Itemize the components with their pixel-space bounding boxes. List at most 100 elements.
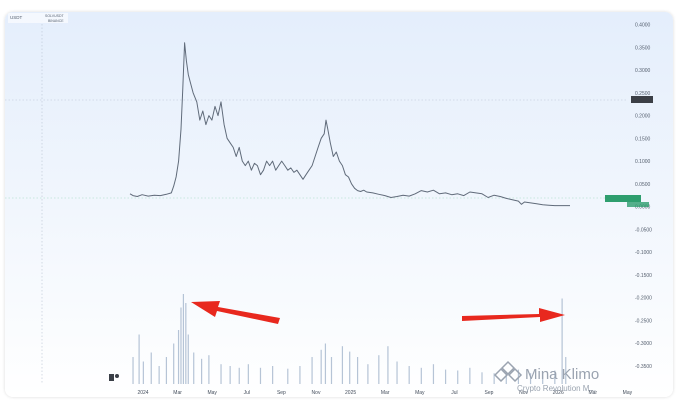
- crosshair-price-tag: [631, 96, 653, 103]
- last-price-tag: [605, 195, 641, 202]
- chart-frame: USDT SOLVUSDT BINANCE 0.4000 0.3500 0.3000…: [5, 12, 673, 397]
- volume-bar: [299, 366, 301, 384]
- y-tick-label: 0.1500: [635, 136, 651, 142]
- countdown-tag: [627, 202, 649, 207]
- volume-bar: [201, 358, 203, 384]
- price-series-line: [129, 42, 570, 207]
- binance-square-logo-icon: [493, 360, 523, 383]
- volume-bar: [185, 303, 187, 384]
- x-tick-label: Jul: [244, 390, 250, 396]
- y-tick-label: -0.2000: [635, 296, 652, 302]
- x-tick-label: 2026: [553, 390, 564, 396]
- volume-bar: [229, 366, 231, 384]
- volume-bar: [287, 368, 289, 384]
- x-tick-label: May: [415, 390, 425, 396]
- y-tick-label: 0.1000: [635, 159, 651, 165]
- watermark-sub: Crypto Revolution M...: [517, 384, 596, 393]
- y-tick-label: 0.2000: [635, 114, 651, 120]
- volume-bar: [396, 361, 398, 384]
- volume-bar: [408, 366, 410, 384]
- volume-bar: [320, 349, 322, 384]
- header-info-line1: SOLVUSDT: [45, 14, 64, 18]
- y-tick-label: -0.0500: [635, 227, 652, 233]
- volume-bar: [180, 307, 182, 384]
- volume-bar: [173, 343, 175, 384]
- volume-bar: [165, 357, 168, 384]
- volume-bar: [158, 366, 160, 384]
- x-tick-label: Nov: [312, 390, 321, 396]
- watermark: Mina Klimo Crypto Revolution M...: [493, 360, 599, 393]
- volume-bar: [220, 364, 222, 384]
- arrow-left-icon: [191, 301, 280, 324]
- x-tick-label: May: [623, 390, 633, 396]
- volume-bar: [330, 357, 333, 384]
- volume-bar: [356, 357, 359, 384]
- volume-bar: [259, 367, 262, 384]
- x-tick-label: Mar: [588, 390, 597, 396]
- volume-bar: [142, 361, 144, 384]
- volume-bar: [208, 355, 210, 384]
- volume-bar: [387, 346, 389, 384]
- volume-bar: [247, 364, 249, 384]
- x-tick-label: Jul: [451, 390, 457, 396]
- price-layer: [129, 42, 570, 207]
- y-tick-label: 0.3000: [635, 68, 651, 74]
- x-tick-label: May: [207, 390, 217, 396]
- volume-bar: [341, 346, 344, 384]
- y-axis: 0.4000 0.3500 0.3000 0.2500 0.2000 0.1500 0.10…: [635, 23, 652, 370]
- y-tick-label: -0.3500: [635, 364, 652, 370]
- volume-bar: [457, 370, 459, 384]
- volume-bar: [481, 372, 483, 384]
- volume-bar: [378, 355, 380, 384]
- y-tick-label: -0.2500: [635, 318, 652, 324]
- volume-bar: [469, 367, 471, 384]
- volume-bar: [542, 372, 544, 384]
- y-tick-label: -0.3000: [635, 341, 652, 347]
- x-tick-label: 2025: [345, 390, 356, 396]
- volume-bar: [349, 351, 351, 384]
- volume-bar: [367, 364, 369, 384]
- header-info-line2: BINANCE: [48, 19, 64, 23]
- volume-bar: [193, 352, 195, 384]
- volume-layer: [132, 294, 567, 384]
- y-tick-label: 0.4000: [635, 23, 651, 29]
- x-tick-label: 2024: [137, 390, 148, 396]
- arrow-right-icon: [462, 308, 565, 322]
- volume-bar: [565, 357, 567, 384]
- tradingview-logo-icon: [109, 374, 119, 381]
- y-tick-label: 0.3500: [635, 45, 651, 51]
- volume-bar: [529, 373, 532, 384]
- y-tick-label: 0.0500: [635, 182, 651, 188]
- volume-bar: [311, 357, 313, 384]
- y-tick-label: 0.0000: [635, 205, 651, 211]
- header-symbol: USDT: [10, 15, 23, 20]
- volume-bar: [238, 367, 240, 384]
- volume-bar: [177, 330, 180, 384]
- volume-bar: [554, 370, 556, 384]
- volume-bar: [505, 373, 507, 384]
- x-tick-label: Sep: [485, 390, 494, 396]
- volume-bar: [132, 357, 134, 384]
- x-tick-label: Sep: [277, 390, 286, 396]
- y-tick-label: -0.1000: [635, 250, 652, 256]
- x-axis: 2024 Mar May Jul Sep Nov 2025 Mar May Jul Sep Nov 20…: [137, 390, 632, 396]
- volume-bar: [187, 334, 189, 384]
- watermark-name: Mina Klimo: [525, 366, 599, 383]
- volume-bar: [420, 367, 422, 384]
- y-tick-label: 0.2500: [635, 91, 651, 97]
- x-tick-label: Nov: [519, 390, 528, 396]
- x-tick-label: Mar: [173, 390, 182, 396]
- volume-bar: [432, 364, 435, 384]
- x-tick-label: Mar: [381, 390, 390, 396]
- volume-bar: [150, 352, 152, 384]
- header-box: [8, 13, 68, 23]
- volume-bar: [444, 369, 447, 384]
- volume-bar: [272, 366, 274, 384]
- volume-bar: [324, 343, 327, 384]
- volume-bar: [182, 294, 185, 384]
- price-chart: USDT SOLVUSDT BINANCE 0.4000 0.3500 0.3000…: [5, 13, 653, 396]
- volume-bar: [493, 373, 495, 384]
- y-tick-label: -0.1500: [635, 273, 652, 279]
- volume-bar: [561, 298, 563, 384]
- volume-bar: [138, 334, 140, 384]
